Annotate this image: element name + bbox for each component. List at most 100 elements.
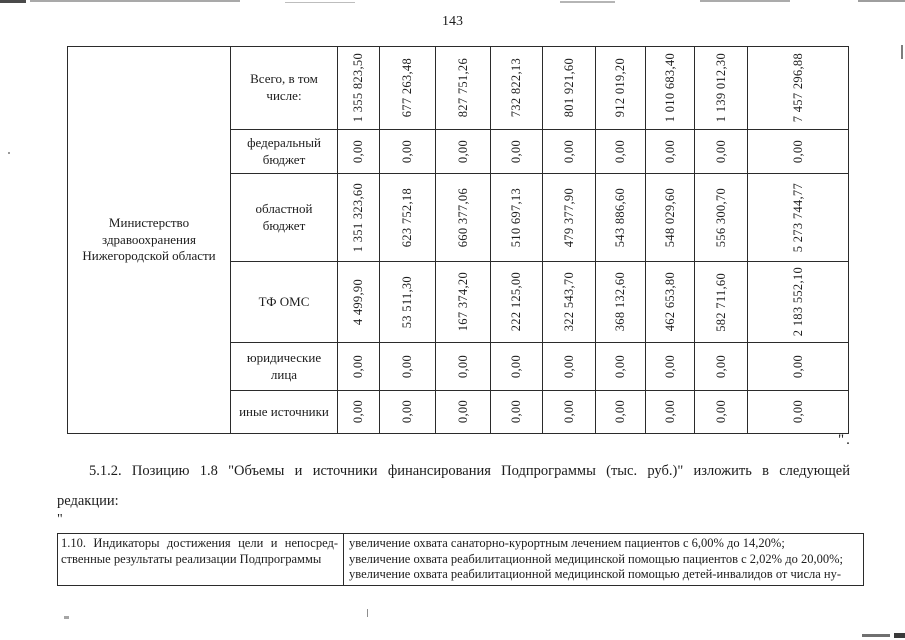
- table-value: 0,00: [380, 130, 436, 174]
- table-value: 0,00: [543, 391, 596, 434]
- value-text: 4 499,90: [351, 278, 366, 326]
- table-value: 582 711,60: [695, 262, 748, 343]
- scan-artifact: [30, 0, 240, 2]
- value-text: 222 125,00: [509, 272, 524, 332]
- value-text: 5 273 744,77: [790, 182, 805, 253]
- value-text: 0,00: [790, 139, 805, 164]
- value-text: 827 751,26: [455, 58, 470, 118]
- value-text: 0,00: [455, 354, 470, 379]
- paragraph-line-2: редакции:: [57, 493, 119, 510]
- value-text: 0,00: [455, 139, 470, 164]
- value-text: 0,00: [790, 354, 805, 379]
- row-label-other-sources: иные источники: [231, 391, 338, 434]
- value-text: 0,00: [400, 354, 415, 379]
- value-text: 0,00: [351, 139, 366, 164]
- table-value: 0,00: [695, 130, 748, 174]
- value-text: 1 139 012,30: [713, 53, 728, 123]
- value-text: 0,00: [613, 354, 628, 379]
- scan-artifact: [64, 616, 69, 619]
- table-value: 677 263,48: [380, 47, 436, 130]
- table-value: 4 499,90: [338, 262, 380, 343]
- indicators-table: 1.10. Индикаторы достижения цели и непос…: [57, 533, 864, 586]
- opening-quote-mark: ": [57, 512, 63, 527]
- value-text: 167 374,20: [455, 272, 470, 332]
- scan-artifact: [0, 0, 26, 3]
- finance-table-org-cell: Министерство здравоохранения Нижегородск…: [68, 47, 231, 434]
- table-value: 912 019,20: [596, 47, 646, 130]
- indicators-label-line-1: 1.10. Индикаторы достижения цели и непос…: [61, 536, 338, 550]
- value-text: 0,00: [351, 400, 366, 424]
- value-text: 677 263,48: [400, 58, 415, 118]
- value-text: 322 543,70: [561, 272, 576, 332]
- value-text: 2 183 552,10: [790, 267, 805, 337]
- scan-artifact: [285, 2, 355, 3]
- value-text: 556 300,70: [713, 187, 728, 248]
- table-value: 0,00: [596, 391, 646, 434]
- value-text: 0,00: [455, 400, 470, 424]
- value-text: 543 886,60: [613, 187, 628, 248]
- scan-artifact: [901, 45, 903, 59]
- value-text: 0,00: [713, 354, 728, 379]
- table-value: 660 377,06: [436, 174, 491, 262]
- table-value: 0,00: [491, 391, 543, 434]
- value-text: 0,00: [662, 354, 677, 379]
- row-label-total: Всего, в том числе:: [231, 47, 338, 130]
- table-value: 543 886,60: [596, 174, 646, 262]
- table-value: 0,00: [748, 391, 849, 434]
- table-value: 0,00: [380, 391, 436, 434]
- table-value: 510 697,13: [491, 174, 543, 262]
- indicator-line: увеличение охвата санаторно-курортным ле…: [349, 536, 785, 550]
- value-text: 0,00: [561, 139, 576, 164]
- value-text: 0,00: [613, 400, 628, 424]
- row-label-tfoms: ТФ ОМС: [231, 262, 338, 343]
- value-text: 0,00: [509, 139, 524, 164]
- value-text: 7 457 296,88: [790, 53, 805, 123]
- value-text: 0,00: [509, 354, 524, 379]
- table-value: 1 351 323,60: [338, 174, 380, 262]
- table-value: 0,00: [491, 343, 543, 391]
- table-value: 462 653,80: [646, 262, 695, 343]
- value-text: 0,00: [790, 400, 805, 424]
- value-text: 0,00: [713, 139, 728, 164]
- table-value: 368 132,60: [596, 262, 646, 343]
- value-text: 1 010 683,40: [662, 53, 677, 123]
- scan-artifact: [700, 0, 790, 2]
- value-text: 0,00: [400, 400, 415, 424]
- value-text: 0,00: [400, 139, 415, 164]
- table-value: 0,00: [436, 130, 491, 174]
- table-value: 7 457 296,88: [748, 47, 849, 130]
- page-number: 143: [442, 14, 463, 29]
- value-text: 623 752,18: [400, 187, 415, 248]
- value-text: 582 711,60: [713, 272, 728, 332]
- value-text: 0,00: [662, 139, 677, 164]
- value-text: 510 697,13: [509, 187, 524, 248]
- table-value: 0,00: [695, 391, 748, 434]
- table-value: 0,00: [748, 130, 849, 174]
- table-value: 2 183 552,10: [748, 262, 849, 343]
- table-value: 0,00: [338, 130, 380, 174]
- table-value: 0,00: [338, 343, 380, 391]
- table-value: 623 752,18: [380, 174, 436, 262]
- table-value: 0,00: [748, 343, 849, 391]
- scan-artifact: [858, 0, 905, 2]
- table-value: 0,00: [436, 343, 491, 391]
- value-text: 53 511,30: [400, 275, 415, 329]
- paragraph-line-1: 5.1.2. Позицию 1.8 "Объемы и источники ф…: [89, 463, 850, 479]
- value-text: 801 921,60: [561, 58, 576, 118]
- table-value: 801 921,60: [543, 47, 596, 130]
- table-value: 0,00: [695, 343, 748, 391]
- table-value: 0,00: [380, 343, 436, 391]
- indicator-line: увеличение охвата реабилитационной медиц…: [349, 551, 843, 566]
- table-value: 1 139 012,30: [695, 47, 748, 130]
- value-text: 479 377,90: [561, 187, 576, 248]
- value-text: 0,00: [561, 354, 576, 379]
- table-value: 0,00: [338, 391, 380, 434]
- table-value: 0,00: [491, 130, 543, 174]
- scan-artifact: [8, 152, 10, 154]
- amendment-paragraph: 5.1.2. Позицию 1.8 "Объемы и источники ф…: [57, 456, 850, 517]
- table-value: 0,00: [646, 130, 695, 174]
- scan-artifact: [862, 634, 890, 637]
- table-value: 1 355 823,50: [338, 47, 380, 130]
- table-value: 0,00: [543, 130, 596, 174]
- value-text: 0,00: [662, 400, 677, 424]
